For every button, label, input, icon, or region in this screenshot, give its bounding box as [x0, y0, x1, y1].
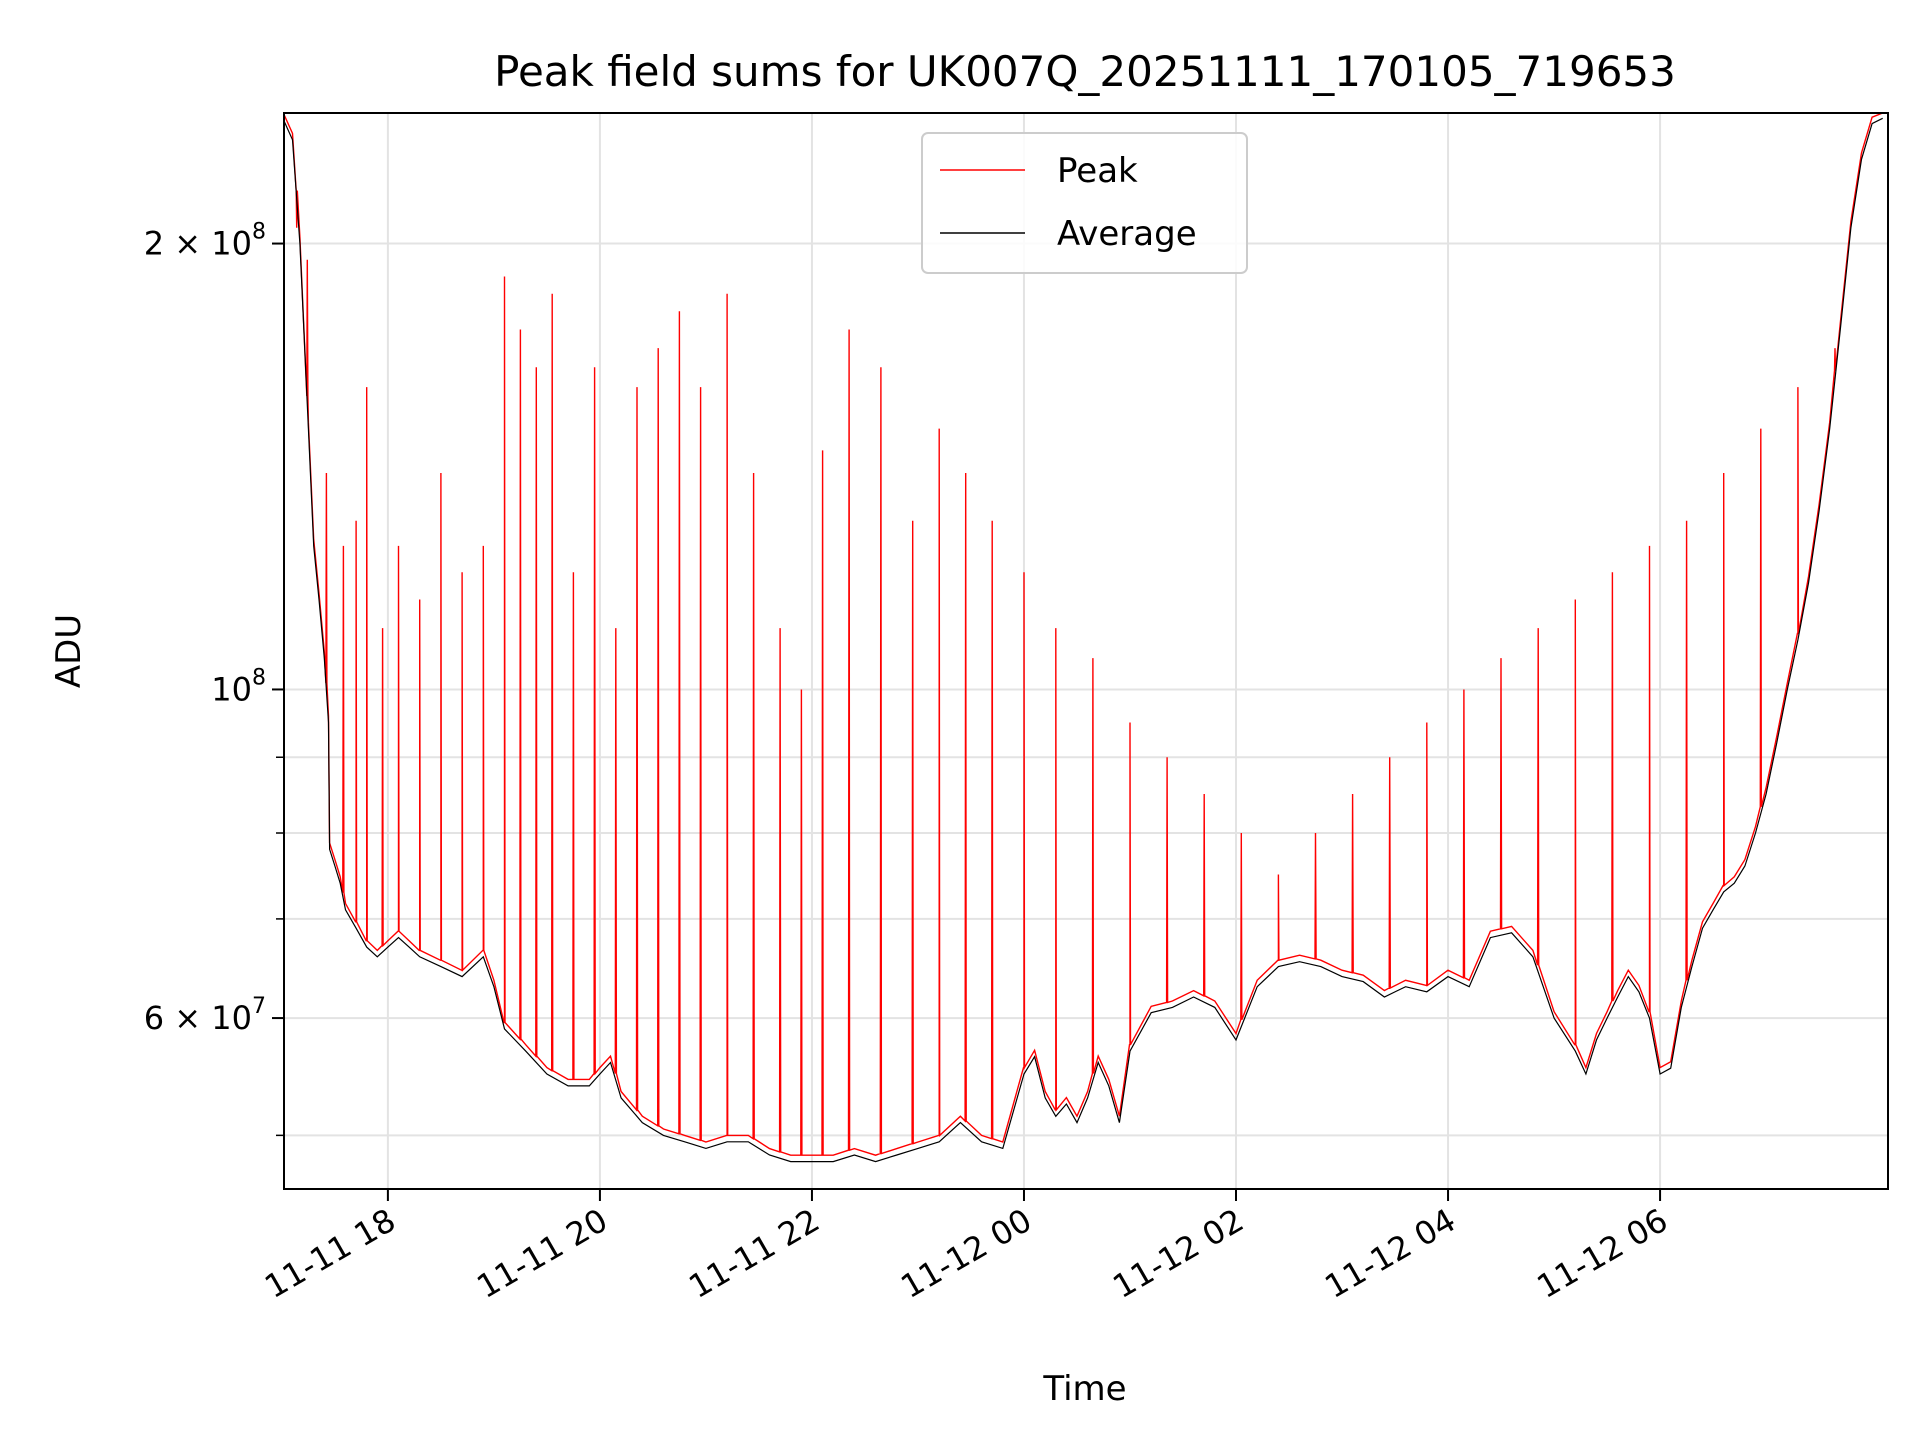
y-tick-label: 108	[211, 665, 266, 708]
chart-title: Peak field sums for UK007Q_20251111_1701…	[494, 47, 1676, 96]
y-axis-label: ADU	[49, 614, 89, 688]
series-average-line	[283, 117, 1883, 1163]
x-axis-label: Time	[1042, 1369, 1126, 1409]
series-peak-line	[283, 112, 1883, 1156]
legend-peak-label: Peak	[1057, 151, 1138, 191]
y-tick-label: 2 × 108	[144, 220, 266, 263]
y-tick-label: 6 × 107	[144, 994, 266, 1037]
legend-box	[921, 132, 1248, 274]
legend: Peak Average	[921, 132, 1248, 274]
legend-average-label: Average	[1057, 214, 1197, 254]
plot-frame	[283, 112, 1889, 1190]
y-axis-ticks: 6 × 107 108 2 × 108	[144, 220, 284, 1137]
series-layer	[283, 112, 1883, 1163]
